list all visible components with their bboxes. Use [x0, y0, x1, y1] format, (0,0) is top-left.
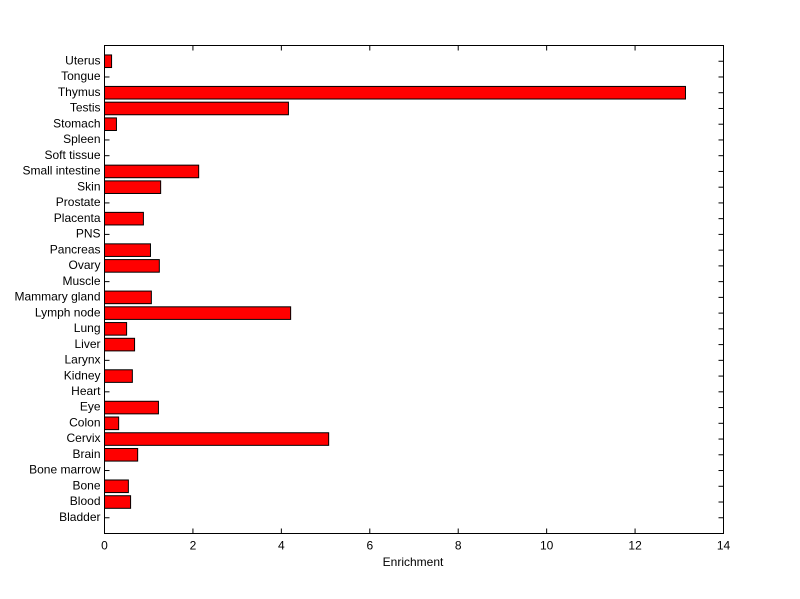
bar	[104, 479, 129, 494]
y-tick-label: Heart	[71, 384, 101, 398]
bar	[104, 290, 152, 305]
x-tick-label: 10	[540, 539, 554, 553]
y-tick-label: Cervix	[66, 431, 100, 445]
bar	[104, 337, 136, 352]
y-tick-label: Lymph node	[35, 305, 101, 319]
y-tick-label: Bladder	[59, 510, 100, 524]
y-tick-label: Lung	[74, 321, 101, 335]
plot-area	[104, 45, 724, 534]
bar	[104, 54, 113, 69]
bar	[104, 416, 120, 431]
x-tick-label: 8	[455, 539, 462, 553]
bar	[104, 117, 117, 132]
y-tick-label: Tongue	[61, 69, 101, 83]
y-tick-label: Soft tissue	[44, 148, 100, 162]
y-tick-label: Pancreas	[50, 242, 101, 256]
y-tick-label: Liver	[74, 337, 100, 351]
y-tick-label: Mammary gland	[14, 290, 100, 304]
bar	[104, 432, 330, 446]
y-tick-label: PNS	[76, 227, 101, 241]
y-tick-label: Prostate	[56, 195, 101, 209]
y-tick-label: Larynx	[64, 353, 100, 367]
y-tick-label: Ovary	[68, 258, 100, 272]
bar	[104, 180, 162, 194]
y-tick-label: Bone	[72, 478, 100, 492]
y-tick-label: Bone marrow	[29, 463, 101, 477]
bar	[104, 259, 160, 273]
y-tick-label: Placenta	[54, 211, 101, 225]
x-tick-label: 0	[101, 539, 108, 553]
y-tick-label: Eye	[80, 400, 101, 414]
x-tick-label: 2	[190, 539, 197, 553]
x-tick-label: 14	[717, 539, 731, 553]
x-tick-label: 4	[278, 539, 285, 553]
y-tick-label: Spleen	[63, 132, 100, 146]
bar	[104, 369, 133, 383]
y-tick-label: Skin	[77, 179, 100, 193]
bar	[104, 447, 139, 462]
y-tick-label: Colon	[69, 415, 100, 429]
y-tick-label: Stomach	[53, 116, 100, 130]
bar	[104, 306, 292, 320]
bar	[104, 400, 159, 415]
bar	[104, 164, 200, 179]
y-tick-label: Testis	[70, 101, 101, 115]
y-tick-label: Brain	[72, 447, 100, 461]
y-tick-label: Small intestine	[22, 164, 100, 178]
x-tick-label: 6	[366, 539, 373, 553]
bar	[104, 495, 132, 509]
bar	[104, 85, 686, 100]
bar	[104, 101, 289, 116]
x-axis-label: Enrichment	[383, 555, 444, 569]
bar	[104, 322, 128, 336]
bar	[104, 243, 151, 257]
y-tick-label: Muscle	[62, 274, 100, 288]
x-tick-label: 12	[628, 539, 642, 553]
y-tick-label: Uterus	[65, 53, 100, 67]
y-tick-label: Blood	[70, 494, 101, 508]
y-tick-label: Kidney	[64, 368, 101, 382]
bar	[104, 211, 144, 226]
y-tick-label: Thymus	[58, 85, 101, 99]
